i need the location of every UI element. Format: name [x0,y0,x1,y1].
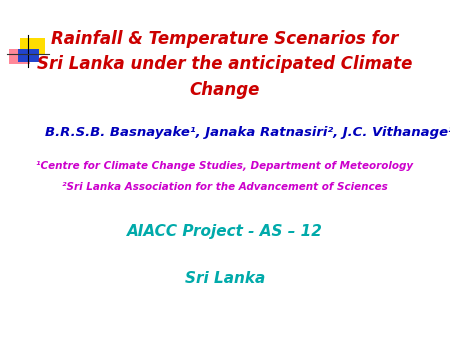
Bar [9,49,30,64]
Text: Rainfall & Temperature Scenarios for: Rainfall & Temperature Scenarios for [51,30,399,48]
Bar [18,49,39,63]
Bar [20,38,45,54]
Text: Change: Change [190,80,260,99]
Text: B.R.S.B. Basnayake¹, Janaka Ratnasiri², J.C. Vithanage²: B.R.S.B. Basnayake¹, Janaka Ratnasiri², … [45,126,450,139]
Text: Sri Lanka: Sri Lanka [185,271,265,286]
Text: AIACC Project - AS – 12: AIACC Project - AS – 12 [127,224,323,239]
Text: Sri Lanka under the anticipated Climate: Sri Lanka under the anticipated Climate [37,55,413,73]
Text: ²Sri Lanka Association for the Advancement of Sciences: ²Sri Lanka Association for the Advanceme… [62,182,388,192]
Text: ¹Centre for Climate Change Studies, Department of Meteorology: ¹Centre for Climate Change Studies, Depa… [36,161,414,171]
